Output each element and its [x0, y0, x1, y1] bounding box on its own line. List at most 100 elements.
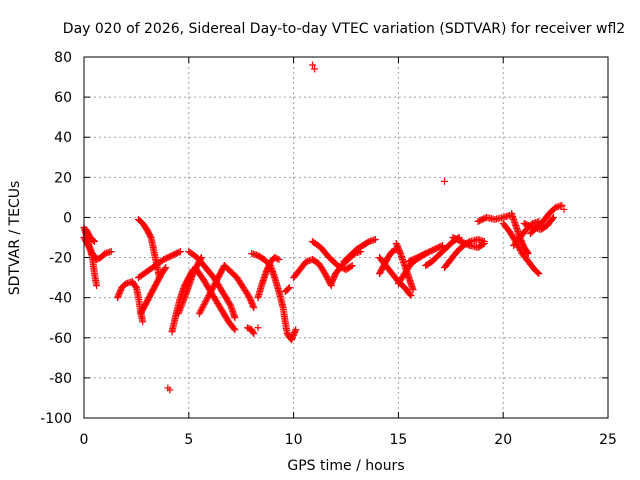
data-point: [548, 215, 556, 223]
data-point: [89, 237, 97, 245]
data-point: [161, 265, 169, 273]
data-point: [107, 248, 115, 256]
plot-frame: [83, 56, 609, 419]
x-tick-label: 15: [389, 432, 407, 448]
data-point: [176, 307, 184, 315]
x-tick-label: 20: [494, 432, 512, 448]
data-point: [249, 328, 257, 336]
data-point: [524, 248, 532, 256]
data-point: [323, 274, 331, 282]
data-point: [322, 271, 330, 279]
x-tick-label: 10: [285, 432, 303, 448]
data-point: [212, 278, 220, 286]
data-point: [558, 201, 566, 209]
data-point: [200, 301, 208, 309]
data-point: [274, 255, 282, 263]
data-point: [560, 205, 568, 213]
data-point: [180, 295, 188, 303]
data-point: [534, 269, 542, 277]
data-points: [80, 61, 568, 394]
data-point: [195, 310, 203, 318]
data-point: [348, 262, 356, 270]
data-point: [202, 298, 210, 306]
data-point: [209, 284, 217, 292]
data-point: [198, 304, 206, 312]
data-point: [210, 281, 218, 289]
data-point: [208, 286, 216, 294]
data-point: [201, 299, 209, 307]
data-point: [275, 256, 283, 264]
data-point: [174, 310, 182, 318]
data-point: [211, 280, 219, 288]
data-point: [284, 285, 292, 293]
y-tick-label: 20: [54, 170, 72, 186]
data-point: [146, 232, 154, 240]
data-point: [175, 248, 183, 256]
data-point: [176, 248, 184, 256]
x-tick-label: 5: [184, 432, 193, 448]
data-point: [90, 238, 98, 246]
x-tick-label: 0: [80, 432, 89, 448]
chart-title: Day 020 of 2026, Sidereal Day-to-day VTE…: [63, 21, 625, 37]
data-point: [321, 270, 329, 278]
data-point: [409, 286, 417, 294]
data-point: [209, 283, 217, 291]
y-axis-label: SDTVAR / TECUs: [7, 181, 23, 296]
data-point: [308, 61, 316, 69]
data-point: [437, 242, 445, 250]
y-tick-label: -40: [49, 291, 72, 307]
data-point: [516, 247, 524, 255]
data-point: [347, 262, 355, 270]
data-point: [196, 308, 204, 316]
data-point: [320, 268, 328, 276]
data-point: [480, 240, 488, 248]
data-point: [406, 290, 414, 298]
data-point: [292, 326, 300, 334]
data-point: [93, 282, 101, 290]
data-point: [199, 302, 207, 310]
data-point: [464, 241, 472, 249]
data-point: [250, 304, 258, 312]
data-point: [166, 386, 174, 394]
data-point: [206, 289, 214, 297]
data-point: [177, 303, 185, 311]
data-point: [231, 314, 239, 322]
y-tick-label: 60: [54, 90, 72, 106]
y-tick-label: -80: [49, 371, 72, 387]
data-point: [176, 305, 184, 313]
data-point: [231, 326, 239, 334]
data-point: [177, 302, 185, 310]
x-tick-label: 25: [599, 432, 617, 448]
data-point: [162, 264, 170, 272]
y-tick-label: 0: [63, 210, 72, 226]
data-point: [441, 177, 449, 185]
data-point: [250, 330, 258, 338]
data-point: [204, 293, 212, 301]
data-point: [205, 290, 213, 298]
data-point: [285, 284, 293, 292]
data-point: [535, 270, 543, 278]
data-point: [213, 277, 221, 285]
data-point: [407, 292, 415, 300]
y-tick-label: 40: [54, 130, 72, 146]
data-point: [527, 223, 535, 231]
data-point: [311, 65, 319, 73]
data-point: [179, 297, 187, 305]
data-point: [179, 298, 187, 306]
y-tick-label: -100: [40, 411, 72, 427]
data-point: [175, 308, 183, 316]
y-tick-label: 80: [54, 50, 72, 66]
data-point: [198, 305, 206, 313]
data-point: [205, 292, 213, 300]
data-point: [207, 287, 215, 295]
data-point: [550, 213, 558, 221]
data-point: [197, 307, 205, 315]
axis-ticks: -100 -80 -60 -40 -20 0 20 40 60 80 0 5 10 15 20 25: [40, 50, 617, 448]
data-point: [524, 250, 532, 258]
x-axis-label: GPS time / hours: [287, 458, 404, 474]
y-tick-label: -20: [49, 251, 72, 267]
data-point: [139, 318, 147, 326]
data-point: [323, 273, 331, 281]
